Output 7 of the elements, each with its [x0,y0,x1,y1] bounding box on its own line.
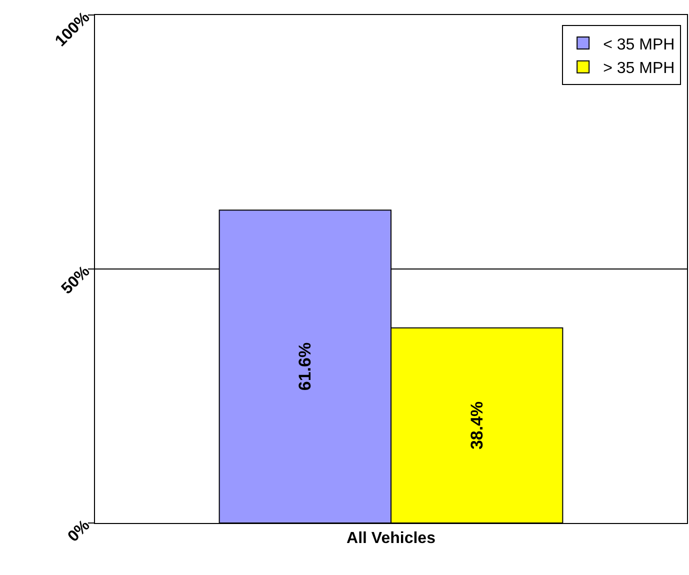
data-label: 61.6% [296,342,315,391]
y-tick-label: 0% [64,517,94,546]
legend-label: > 35 MPH [603,60,675,78]
data-label: 38.4% [467,401,486,450]
x-tick-label: All Vehicles [346,530,436,548]
y-tick-label: 50% [58,263,94,298]
legend-label: < 35 MPH [603,36,675,54]
